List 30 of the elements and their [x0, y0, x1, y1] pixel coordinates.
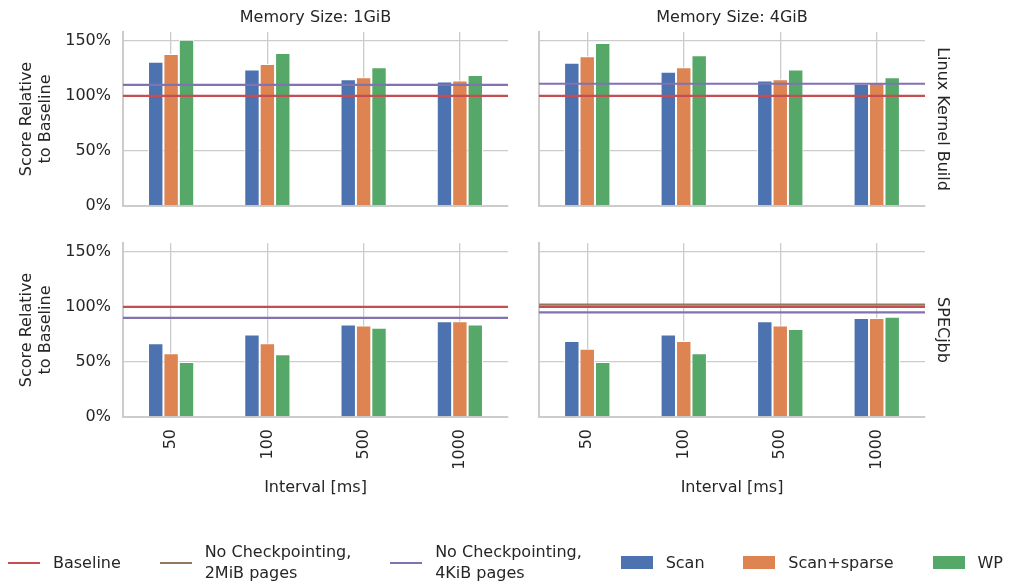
legend-label: Scan [665, 552, 705, 574]
legend-label: WP [977, 552, 1003, 574]
x-tick-label: 500 [352, 429, 372, 460]
x-tick-label: 1000 [865, 429, 885, 470]
x-axis-title: Interval [ms] [264, 476, 367, 496]
text: SPECjbb [933, 297, 953, 363]
chart-title: Memory Size: 4GiB [656, 6, 808, 26]
x-tick-label: 500 [769, 429, 789, 460]
legend-label: Scan+sparse [788, 552, 894, 574]
legend-label: Baseline [53, 552, 121, 574]
y-axis-title: Score Relative to Baseline [15, 61, 54, 177]
text: Linux Kernel Build [933, 47, 953, 191]
y-tick-label: 0% [85, 406, 111, 426]
y-tick-label: 50% [75, 140, 111, 160]
x-tick-label: 100 [256, 429, 276, 460]
legend-label: No Checkpointing, 2MiB pages [204, 542, 352, 581]
y-tick-label: 150% [65, 240, 111, 260]
y-tick-label: 50% [75, 351, 111, 371]
y-tick-label: 150% [65, 29, 111, 49]
legend-label: No Checkpointing, 4KiB pages [435, 542, 582, 581]
x-tick-label: 100 [672, 429, 692, 460]
y-axis-title: Score Relative to Baseline [15, 272, 54, 388]
x-tick-label: 1000 [449, 429, 469, 470]
y-tick-label: 100% [65, 296, 111, 316]
x-axis-title: Interval [ms] [680, 476, 784, 496]
x-tick-label: 50 [576, 429, 596, 450]
x-tick-label: 50 [160, 429, 180, 450]
chart-title: Memory Size: 1GiB [239, 6, 392, 26]
y-tick-label: 100% [65, 85, 111, 105]
y-tick-label: 0% [85, 195, 111, 215]
